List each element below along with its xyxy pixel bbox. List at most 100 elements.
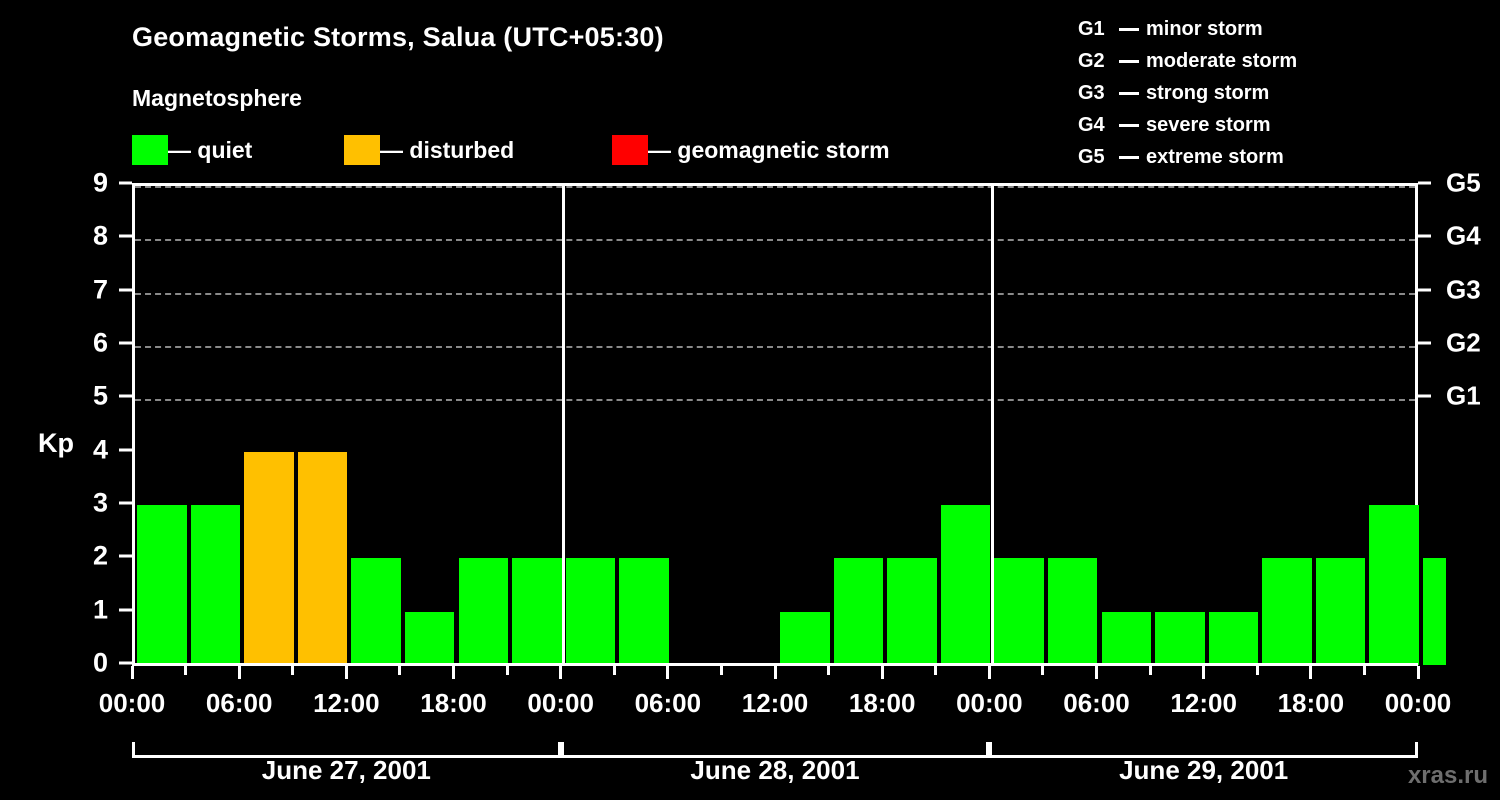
x-tick-label-2: 12:00 [313,688,380,718]
x-tick-21 [1255,666,1259,675]
bar-6[interactable] [458,558,509,665]
g-label-g1: G1 [1446,380,1481,411]
bar-7[interactable] [512,558,562,665]
bar-23[interactable] [1369,505,1419,665]
y-tick-label-8: 8 [92,220,108,251]
x-tick-17 [1041,666,1045,675]
bar-20[interactable] [1208,611,1259,665]
y-tick-3 [119,501,132,505]
legend-swatch-disturbed [344,135,380,165]
x-tick-label-1: 06:00 [205,688,273,718]
y-tick-label-3: 3 [92,487,108,518]
x-tick-9 [612,666,616,675]
x-tick-label-5: 06:00 [634,688,702,718]
y-tick-0 [119,661,132,665]
bar-3[interactable] [297,451,348,665]
page-title: Geomagnetic Storms, Salua (UTC+05:30) [132,22,664,52]
bar-0[interactable] [137,505,187,665]
x-tick-label-0: 00:00 [98,688,166,718]
bar-4[interactable] [351,558,401,665]
bar-14[interactable] [887,558,937,665]
x-tick-0 [130,666,134,679]
x-tick-14 [880,666,884,679]
bar-22[interactable] [1315,558,1366,665]
x-tick-22 [1309,666,1313,679]
gridline-kp-9 [135,186,1415,188]
storm-scale-code: G1 [1078,18,1105,40]
plot-area [132,183,1446,665]
gridline-kp-8 [135,239,1415,242]
bar-24[interactable] [1423,558,1446,665]
x-tick-label-9: 06:00 [1063,688,1130,718]
x-tick-label-6: 12:00 [741,688,809,718]
bar-19[interactable] [1155,611,1205,665]
x-tick-label-7: 18:00 [848,688,916,718]
bar-1[interactable] [190,505,241,665]
x-tick-label-10: 12:00 [1170,688,1237,718]
section-subtitle: Magnetosphere [132,85,302,111]
y-tick-label-4: 4 [92,434,108,465]
x-tick-2 [237,666,241,679]
bar-8[interactable] [565,558,616,665]
bar-9[interactable] [619,558,669,665]
x-tick-label-4: 00:00 [527,688,594,718]
y-axis-caption: Kp [38,428,74,458]
bar-2[interactable] [244,451,294,665]
bar-5[interactable] [404,611,455,665]
x-tick-7 [505,666,509,675]
x-tick-label-12: 00:00 [1384,688,1452,718]
bar-12[interactable] [780,611,830,665]
x-tick-12 [773,666,777,679]
g-tick-g5 [1418,181,1431,185]
y-tick-7 [119,288,132,292]
y-tick-1 [119,608,132,612]
storm-scale-row-g5: G5 extreme storm [1078,141,1297,173]
day-bracket-3 [989,742,1418,758]
y-tick-label-1: 1 [92,594,108,625]
storm-scale-row-g3: G3 strong storm [1078,77,1297,109]
y-tick-label-9: 9 [92,167,108,198]
storm-scale-description: strong storm [1146,82,1270,104]
dash-icon [1119,59,1139,63]
dash-icon [1119,123,1139,127]
storm-scale-code: G3 [1078,82,1105,104]
y-tick-5 [119,394,132,398]
storm-scale-row-g4: G4 severe storm [1078,109,1297,141]
storm-scale-code: G5 [1078,146,1105,168]
storm-scale-code: G2 [1078,50,1105,72]
bar-16[interactable] [994,558,1044,665]
g-tick-g1 [1418,394,1431,398]
x-tick-5 [398,666,402,675]
x-tick-label-3: 18:00 [420,688,487,718]
x-tick-1 [184,666,188,675]
dash-icon [1119,155,1139,159]
bar-17[interactable] [1047,558,1098,665]
x-tick-18 [1095,666,1098,679]
legend-label-disturbed: — disturbed [380,136,515,163]
bar-13[interactable] [833,558,884,665]
legend-label-geomagnetic-storm: — geomagnetic storm [648,136,890,163]
day-bracket-2 [560,742,990,758]
g-label-g2: G2 [1446,327,1481,358]
x-tick-16 [987,666,991,679]
x-tick-23 [1362,666,1366,675]
y-tick-label-5: 5 [92,380,108,411]
y-tick-label-2: 2 [92,540,108,571]
x-axis-line [132,663,1418,666]
y-tick-4 [119,448,132,452]
bar-18[interactable] [1101,611,1152,665]
bar-21[interactable] [1262,558,1312,665]
gridline-kp-6 [135,346,1415,348]
x-tick-15 [934,666,938,675]
storm-scale-description: minor storm [1146,18,1263,40]
watermark: xras.ru [1407,762,1488,789]
bar-15[interactable] [940,505,991,665]
legend-swatch-quiet [132,135,168,165]
y-tick-label-6: 6 [92,327,108,358]
day-label-3: June 29, 2001 [1119,755,1289,785]
storm-scale-description: extreme storm [1146,146,1284,168]
storm-scale-legend: G1 minor storm G2 moderate storm G3 strong st… [1078,13,1297,173]
day-label-1: June 27, 2001 [261,755,431,785]
dash-icon [1119,91,1139,95]
